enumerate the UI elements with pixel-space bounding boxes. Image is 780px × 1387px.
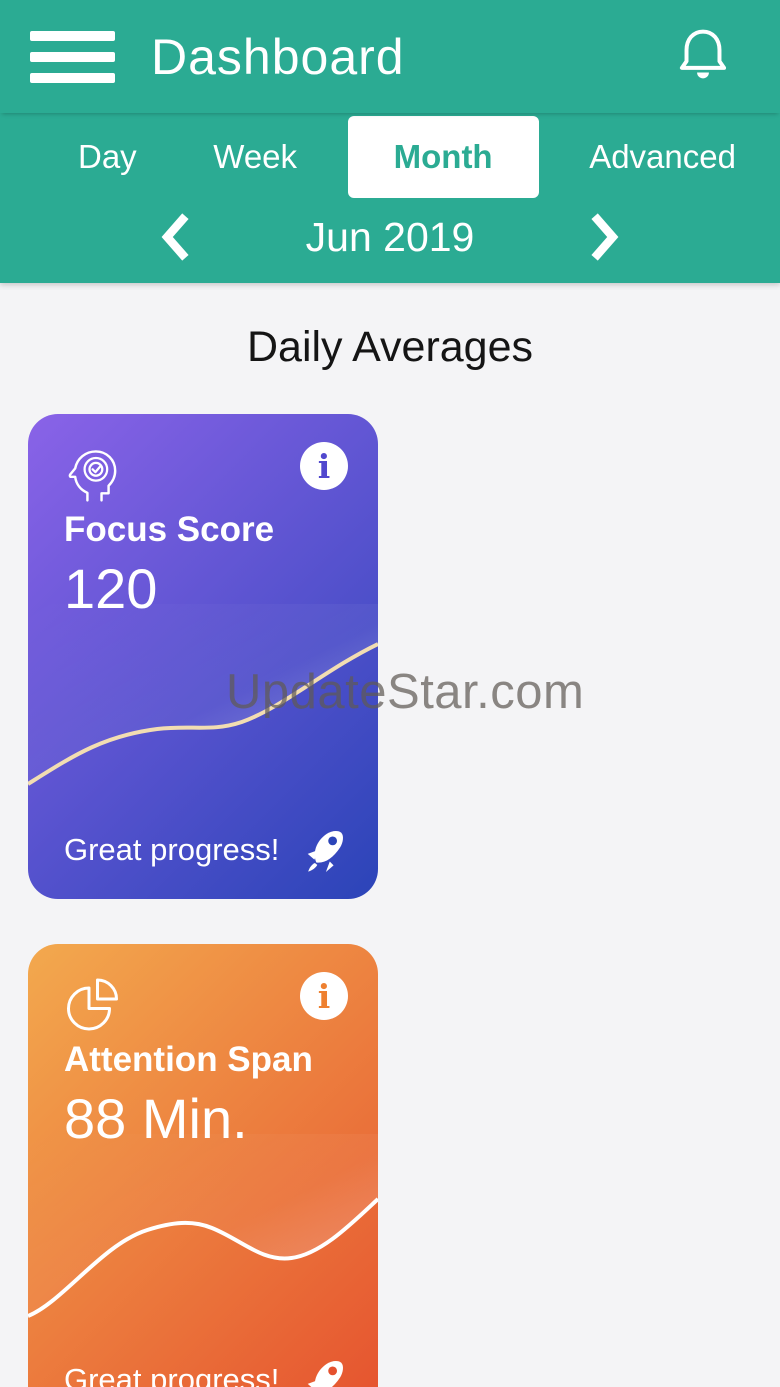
sparkline-chart: [28, 1134, 378, 1387]
cards-grid: i Focus Score 120 Great progress!: [0, 414, 780, 1387]
rocket-icon: [308, 1360, 344, 1387]
pie-chart-icon: [62, 972, 126, 1036]
card-focus-score[interactable]: i Focus Score 120 Great progress!: [28, 414, 378, 899]
info-icon[interactable]: i: [300, 442, 348, 490]
date-navigator: Jun 2019: [0, 205, 780, 269]
next-month-arrow-icon[interactable]: [588, 211, 622, 263]
tab-month[interactable]: Month: [347, 116, 539, 198]
section-heading: Daily Averages: [246, 323, 534, 371]
status-text: Great progress!: [64, 1362, 280, 1387]
info-icon[interactable]: i: [300, 972, 348, 1020]
status-row: Great progress!: [64, 827, 354, 873]
app-bar: Dashboard: [0, 0, 780, 113]
period-tabs: Day Week Month Advanced: [0, 113, 780, 198]
tab-week[interactable]: Week: [213, 138, 298, 175]
current-month-label: Jun 2019: [305, 213, 475, 260]
sparkline-chart: [28, 604, 378, 859]
notifications-bell-icon[interactable]: [674, 23, 732, 90]
status-text: Great progress!: [64, 832, 280, 867]
status-row: Great progress!: [64, 1357, 354, 1387]
head-focus-icon: [62, 442, 126, 506]
card-title: Focus Score: [64, 510, 275, 549]
hamburger-menu-icon[interactable]: [30, 30, 115, 83]
tab-day[interactable]: Day: [78, 138, 137, 175]
tab-advanced[interactable]: Advanced: [589, 138, 736, 175]
page-title: Dashboard: [151, 28, 405, 85]
rocket-icon: [308, 830, 344, 873]
card-title: Attention Span: [64, 1040, 313, 1079]
previous-month-arrow-icon[interactable]: [158, 211, 192, 263]
top-block: Dashboard Day Week Month Advanced Jun 20…: [0, 0, 780, 283]
card-attention-span[interactable]: i Attention Span 88 Min. Great progress!: [28, 944, 378, 1387]
